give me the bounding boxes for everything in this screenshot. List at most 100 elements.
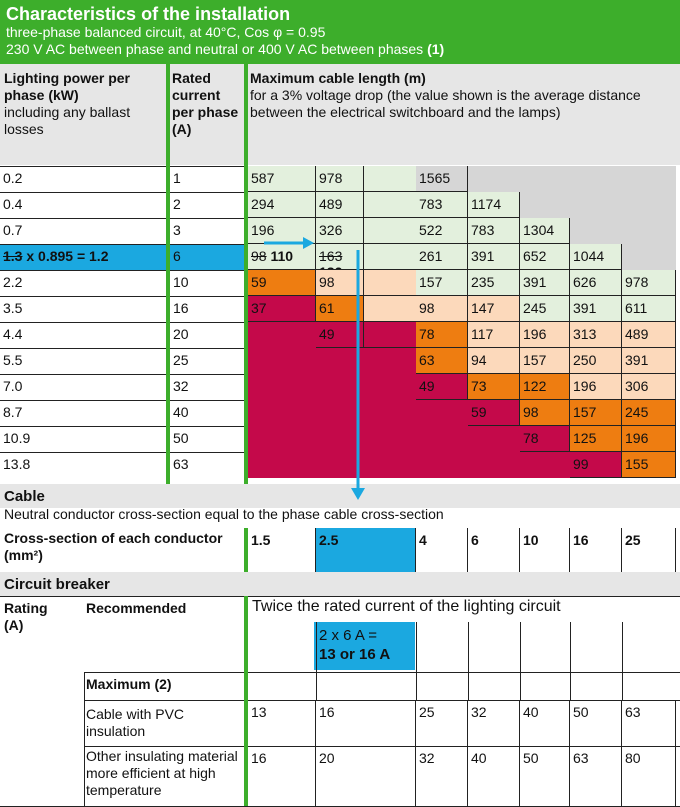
length-cell: 261 <box>416 244 468 270</box>
neutral-note: Neutral conductor cross-section equal to… <box>4 506 444 522</box>
length-cell: 49 <box>416 374 468 400</box>
value-line <box>570 477 676 478</box>
breaker-row-line <box>84 746 680 747</box>
length-cell: 1565 <box>416 166 468 192</box>
length-cell: 125 <box>570 426 622 452</box>
length-cell: 783 <box>468 218 520 244</box>
cross-section-cell: 6 <box>468 528 520 572</box>
length-cell <box>520 166 570 192</box>
row-line <box>170 296 244 297</box>
current-cell: 16 <box>173 300 189 316</box>
length-cell <box>570 166 622 192</box>
cross-section-cell: 1.5 <box>248 528 316 572</box>
row-line <box>0 192 166 193</box>
pvc-rating-cell: 63 <box>622 700 676 746</box>
length-cell <box>364 374 416 400</box>
pvc-rating-cell: 25 <box>416 700 468 746</box>
breaker-col-line <box>84 672 85 806</box>
row-line <box>170 218 244 219</box>
length-cell: 391 <box>468 244 520 270</box>
value-line <box>316 347 676 348</box>
length-cell: 522 <box>416 218 468 244</box>
length-cell: 245 <box>520 296 570 322</box>
struck-length-value: 163 <box>319 248 343 264</box>
current-cell: 10 <box>173 274 189 290</box>
power-cell: 2.2 <box>3 274 23 290</box>
value-line <box>468 425 676 426</box>
length-cell: 626 <box>570 270 622 296</box>
other-rating-cell: 40 <box>468 746 520 806</box>
breaker-col-line <box>570 622 571 700</box>
length-cell <box>364 244 416 270</box>
row-line <box>0 400 166 401</box>
other-rating-cell: 32 <box>416 746 468 806</box>
row-line <box>0 452 166 453</box>
row-line <box>0 296 166 297</box>
length-cell: 611 <box>622 296 676 322</box>
row-line <box>0 426 166 427</box>
current-cell: 1 <box>173 170 181 186</box>
length-column-header: Maximum cable length (m) for a 3% voltage… <box>250 70 641 120</box>
length-cell <box>248 426 316 452</box>
current-cell: 2 <box>173 196 181 212</box>
green-divider-3 <box>244 528 248 572</box>
length-cell: 652 <box>520 244 570 270</box>
length-cell <box>622 192 676 218</box>
green-divider-2 <box>244 64 248 484</box>
length-cell <box>364 322 416 348</box>
row-line <box>0 270 166 271</box>
length-cell: 391 <box>570 296 622 322</box>
length-cell <box>468 452 520 478</box>
cross-section-label: Cross-section of each conductor (mm²) <box>4 530 223 563</box>
recommended-text: Twice the rated current of the lighting … <box>252 598 561 615</box>
pvc-label: Cable with PVC insulation <box>86 706 185 739</box>
length-cell: 49 <box>316 322 364 348</box>
green-divider-4 <box>244 596 248 806</box>
cross-section-cell: 2.5 <box>316 528 416 572</box>
length-cell <box>622 166 676 192</box>
power-cell: 0.2 <box>3 170 23 186</box>
length-cell: 391 <box>622 348 676 374</box>
green-divider-1 <box>166 64 170 484</box>
length-cell: 98 110 <box>248 244 316 270</box>
length-cell: 783 <box>416 192 468 218</box>
other-rating-cell: 16 <box>248 746 316 806</box>
row-line <box>170 426 244 427</box>
length-cell: 63 <box>416 348 468 374</box>
length-cell: 306 <box>622 374 676 400</box>
length-cell: 235 <box>468 270 520 296</box>
length-cell <box>622 218 676 244</box>
length-cell: 157 <box>416 270 468 296</box>
cross-section-cell: 10 <box>520 528 570 572</box>
length-cell <box>316 348 364 374</box>
header-line-2: 230 V AC between phase and neutral or 40… <box>6 41 445 57</box>
length-cell: 978 <box>316 166 364 192</box>
breaker-col-line <box>622 622 623 700</box>
value-line <box>248 269 622 270</box>
length-cell: 59 <box>468 400 520 426</box>
length-cell: 59 <box>248 270 316 296</box>
pvc-rating-cell: 16 <box>316 700 416 746</box>
length-cell: 98 <box>416 296 468 322</box>
length-cell <box>364 270 416 296</box>
length-cell <box>520 192 570 218</box>
row-line <box>0 166 166 167</box>
power-column-header: Lighting power per phase (kW) including a… <box>4 70 131 137</box>
length-cell <box>364 400 416 426</box>
current-cell: 3 <box>173 222 181 238</box>
value-line <box>248 191 468 192</box>
struck-length-value: 98 <box>251 248 267 264</box>
breaker-section-title: Circuit breaker <box>0 572 680 596</box>
header-line-1: three-phase balanced circuit, at 40°C, C… <box>6 24 326 40</box>
length-cell: 978 <box>622 270 676 296</box>
length-cell <box>468 166 520 192</box>
current-cell: 6 <box>170 244 244 270</box>
length-cell <box>248 452 316 478</box>
length-cell: 196 <box>570 374 622 400</box>
struck-power-value: 1.3 <box>3 248 23 264</box>
other-insulation-label: Other insulating material more efficient… <box>86 748 238 798</box>
length-cell: 122 <box>520 374 570 400</box>
length-cell: 37 <box>248 296 316 322</box>
length-cell: 98 <box>316 270 364 296</box>
row-line <box>170 166 244 167</box>
